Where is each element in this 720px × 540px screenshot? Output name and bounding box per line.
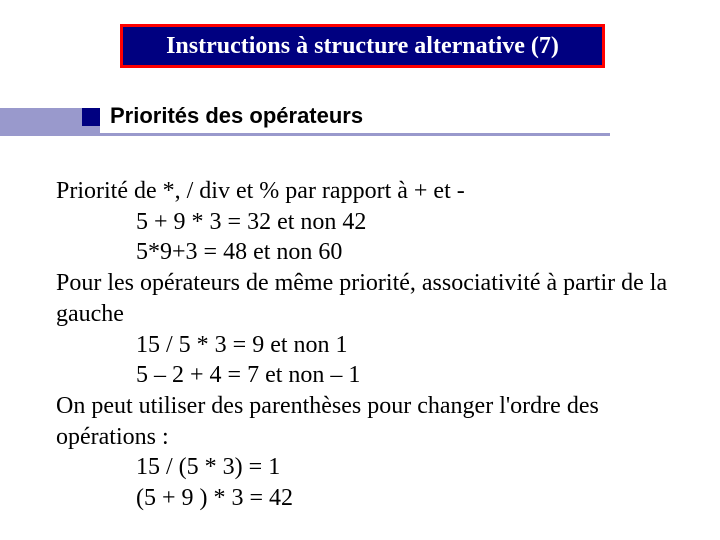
slide-title: Instructions à structure alternative (7) xyxy=(166,33,559,60)
paragraph-3: On peut utiliser des parenthèses pour ch… xyxy=(56,391,686,452)
example-3: 15 / 5 * 3 = 9 et non 1 xyxy=(56,330,686,361)
paragraph-2: Pour les opérateurs de même priorité, as… xyxy=(56,268,686,329)
example-4: 5 – 2 + 4 = 7 et non – 1 xyxy=(56,360,686,391)
example-2: 5*9+3 = 48 et non 60 xyxy=(56,237,686,268)
example-1: 5 + 9 * 3 = 32 et non 42 xyxy=(56,207,686,238)
paragraph-1: Priorité de *, / div et % par rapport à … xyxy=(56,176,686,207)
subtitle-bullet-square xyxy=(82,108,100,126)
title-box: Instructions à structure alternative (7) xyxy=(120,24,605,68)
body-content: Priorité de *, / div et % par rapport à … xyxy=(56,176,686,514)
example-5: 15 / (5 * 3) = 1 xyxy=(56,452,686,483)
example-6: (5 + 9 ) * 3 = 42 xyxy=(56,483,686,514)
subtitle-underline xyxy=(0,133,610,136)
subtitle: Priorités des opérateurs xyxy=(110,103,363,129)
